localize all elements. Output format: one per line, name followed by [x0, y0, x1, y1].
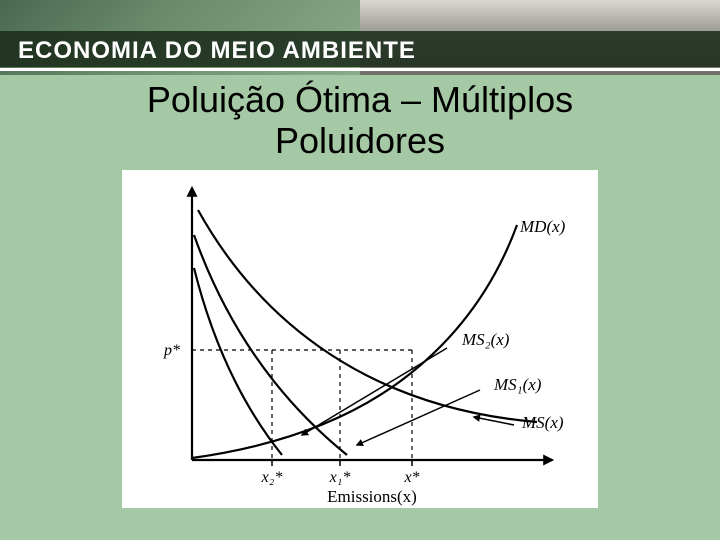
slide-title-line1: Poluição Ótima – Múltiplos: [147, 79, 573, 120]
x-tick-label-0: x₂*: [261, 469, 283, 486]
slide-title: Poluição Ótima – Múltiplos Poluidores: [0, 79, 720, 162]
curve-label-MS_total: MS(x): [521, 413, 564, 432]
economics-chart: MD(x) MS(x) MS₁(x) MS₂(x) x₂* x₁* x* p* Emission…: [122, 170, 598, 508]
chart-container: MD(x) MS(x) MS₁(x) MS₂(x) x₂* x₁* x* p* Emission…: [122, 170, 598, 508]
curve-label-MS1: MS₁(x): [493, 375, 542, 394]
p-star-label: p*: [163, 342, 180, 359]
header-banner: ECONOMIA DO MEIO AMBIENTE: [0, 0, 720, 75]
curve-MS2: [194, 268, 282, 455]
x-tick-label-2: x*: [403, 469, 419, 486]
banner-title: ECONOMIA DO MEIO AMBIENTE: [18, 37, 416, 65]
x-tick-label-1: x₁*: [329, 469, 351, 486]
slide-title-line2: Poluidores: [275, 120, 445, 161]
curve-label-MS2: MS₂(x): [461, 330, 510, 349]
label-arrow-MS2: [302, 348, 447, 435]
curve-label-MD: MD(x): [519, 217, 566, 236]
banner-underline: [0, 68, 720, 71]
curve-MS_total: [198, 210, 537, 422]
x-axis-label: Emissions(x): [327, 487, 417, 506]
